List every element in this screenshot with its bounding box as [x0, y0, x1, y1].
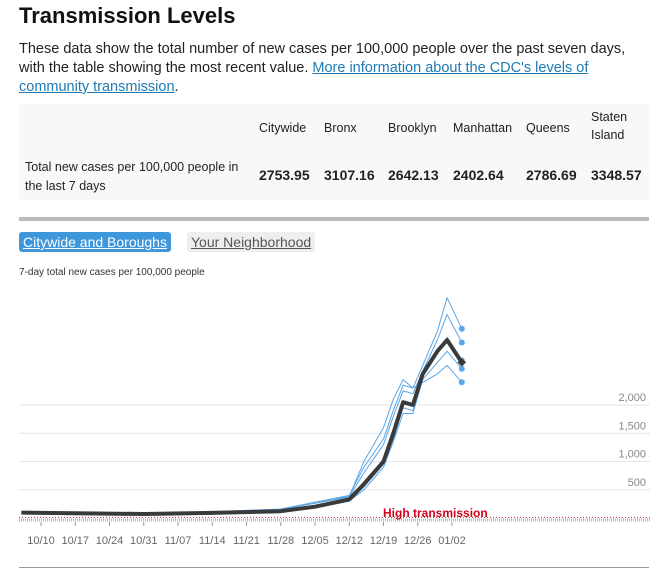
divider	[19, 567, 649, 568]
line-chart: 500 1,000 1,500 2,000 10/10 10/17 10/24 10/31 11…	[19, 297, 650, 547]
tab-citywide-boroughs[interactable]: Citywide and Boroughs	[19, 232, 171, 252]
description-text: These data show the total number of new …	[19, 41, 626, 76]
chart-title: 7-day total new cases per 100,000 people	[19, 267, 205, 278]
borough-endpoint	[458, 325, 465, 332]
y-tick-label: 1,500	[618, 420, 646, 432]
x-tick-label: 11/28	[267, 535, 294, 547]
y-tick-label: 2,000	[618, 392, 646, 404]
row-label: Total new cases per 100,000 people in th…	[25, 160, 239, 193]
x-tick-label: 01/02	[438, 535, 466, 547]
page-title: Transmission Levels	[19, 3, 236, 28]
x-tick-label: 10/10	[27, 535, 55, 547]
citywide-line	[21, 338, 464, 516]
summary-table: Citywide Bronx Brooklyn Manhattan Queens…	[19, 104, 649, 200]
threshold-label: High transmission	[383, 506, 488, 520]
col-header: Queens	[526, 121, 570, 135]
x-tick-label: 12/19	[370, 535, 398, 547]
col-header: Manhattan	[453, 121, 513, 135]
x-tick-label: 12/26	[404, 535, 432, 547]
col-header: Brooklyn	[388, 121, 437, 135]
y-tick-label: 1,000	[618, 449, 646, 461]
borough-endpoint	[458, 379, 465, 386]
borough-line	[21, 297, 463, 514]
x-tick-label: 11/07	[165, 535, 192, 547]
y-tick-label: 500	[628, 477, 646, 489]
x-tick-label: 10/17	[61, 535, 89, 547]
x-tick-label: 10/24	[96, 535, 124, 547]
borough-line	[21, 364, 463, 515]
cdc-levels-link[interactable]: More information about the CDC's levels …	[19, 60, 589, 95]
divider	[19, 217, 649, 221]
cell-value: 2786.69	[526, 167, 577, 183]
x-tick-label: 12/05	[301, 535, 329, 547]
x-tick-label: 11/21	[233, 535, 260, 547]
borough-line	[21, 314, 463, 515]
description-end: .	[174, 79, 179, 95]
cell-value: 2753.95	[259, 167, 310, 183]
x-tick-label: 12/12	[335, 535, 363, 547]
col-header: Bronx	[324, 121, 357, 135]
cell-value: 2402.64	[453, 167, 504, 183]
borough-endpoint	[458, 365, 465, 372]
x-tick-label: 11/14	[199, 535, 226, 547]
borough-endpoint	[458, 339, 465, 346]
cell-value: 3107.16	[324, 167, 375, 183]
cell-value: 2642.13	[388, 167, 439, 183]
x-tick-label: 10/31	[130, 535, 158, 547]
col-header: Staten Island	[591, 110, 628, 142]
col-header: Citywide	[259, 121, 307, 135]
description: These data show the total number of new …	[19, 40, 649, 97]
citywide-endpoint	[457, 358, 467, 367]
tab-your-neighborhood[interactable]: Your Neighborhood	[187, 232, 316, 252]
cell-value: 3348.57	[591, 167, 642, 183]
